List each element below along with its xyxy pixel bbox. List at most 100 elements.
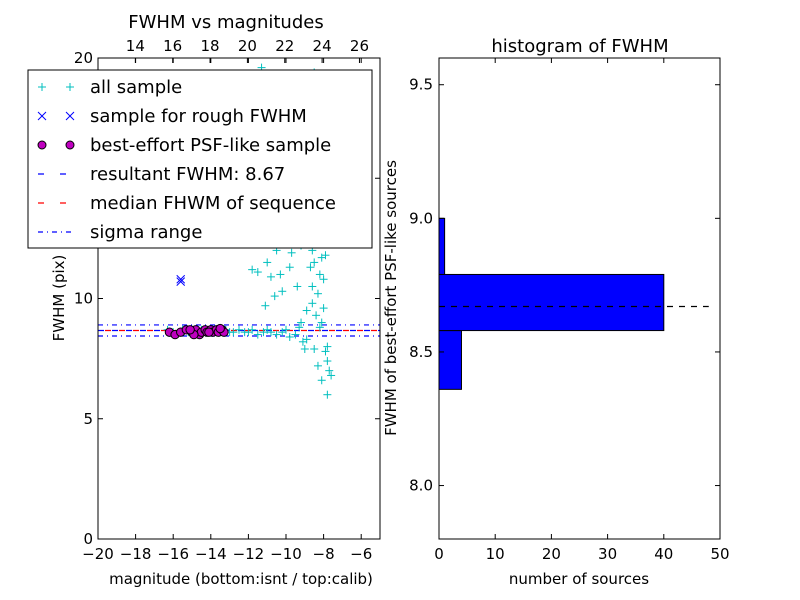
top-x-tick-label: 26 bbox=[350, 37, 369, 55]
legend-label: resultant FWHM: 8.67 bbox=[90, 164, 285, 185]
histogram-bar bbox=[438, 217, 446, 275]
x-tick-label: 10 bbox=[486, 545, 505, 563]
plus-point bbox=[248, 325, 257, 334]
legend-label: sample for rough FWHM bbox=[90, 106, 307, 127]
plus-point bbox=[310, 258, 319, 267]
x-tick-label: −6 bbox=[350, 545, 372, 563]
x-tick-label: −12 bbox=[233, 545, 265, 563]
y-tick-label: 9.5 bbox=[409, 76, 433, 94]
top-x-tick-label: 14 bbox=[126, 37, 145, 55]
plus-point bbox=[317, 376, 326, 385]
x-tick-label: −20 bbox=[82, 545, 114, 563]
x-tick-label: 30 bbox=[598, 545, 617, 563]
y-tick-label: 0 bbox=[83, 530, 93, 548]
circle-point bbox=[204, 327, 214, 337]
left-chart-title: FWHM vs magnitudes bbox=[128, 12, 323, 33]
y-tick-label: 20 bbox=[74, 49, 93, 67]
left-legend: all sample sample for rough FWHM best-ef… bbox=[27, 69, 373, 249]
plus-point bbox=[270, 292, 279, 301]
plus-point bbox=[295, 323, 304, 332]
legend-entry-resultant-fwhm: resultant FWHM: 8.67 bbox=[38, 164, 285, 185]
x-tick-label: −18 bbox=[120, 545, 152, 563]
top-x-tick-label: 18 bbox=[201, 37, 220, 55]
y-tick-label: 10 bbox=[74, 290, 93, 308]
x-point bbox=[176, 274, 186, 284]
plus-point bbox=[312, 311, 321, 320]
x-tick-label: −8 bbox=[313, 545, 335, 563]
plus-point bbox=[308, 282, 317, 291]
plus-point bbox=[302, 306, 311, 315]
left-ylabel: FWHM (pix) bbox=[50, 255, 68, 342]
legend-entry-best-effort: best-effort PSF-like sample bbox=[37, 135, 331, 156]
plus-point bbox=[261, 301, 270, 310]
plus-point bbox=[253, 330, 262, 339]
plus-point bbox=[266, 328, 275, 337]
plus-point bbox=[315, 323, 324, 332]
plus-point bbox=[276, 270, 285, 279]
plus-point bbox=[248, 265, 257, 274]
plus-point bbox=[297, 318, 306, 327]
left-chart: FWHM vs magnitudes −20 −18 −16 −14 −12 −10 −8−… bbox=[27, 12, 381, 588]
right-plot-area bbox=[438, 217, 709, 390]
plus-point bbox=[287, 248, 296, 257]
legend-label: best-effort PSF-like sample bbox=[90, 135, 331, 156]
plus-point bbox=[313, 361, 322, 370]
plus-point bbox=[285, 263, 294, 272]
x-point bbox=[176, 277, 186, 287]
x-tick-label: 50 bbox=[710, 545, 729, 563]
legend-entry-all-sample: all sample bbox=[38, 77, 182, 98]
top-x-tick-label: 22 bbox=[275, 37, 294, 55]
plus-point bbox=[291, 330, 300, 339]
right-ylabel: FWHM of best-effort PSF-like sources bbox=[382, 160, 400, 436]
plus-point bbox=[235, 325, 243, 334]
plus-point bbox=[285, 332, 294, 341]
left-xlabel: magnitude (bottom:isnt / top:calib) bbox=[109, 570, 373, 588]
plus-point bbox=[323, 342, 332, 351]
plus-point bbox=[323, 390, 332, 399]
plus-point bbox=[323, 357, 332, 366]
right-axis-ticks: 0 10 20 30 40 50 8.0 8.5 9.0 9.5 bbox=[409, 58, 730, 563]
x-tick-label: 0 bbox=[434, 545, 444, 563]
plus-point bbox=[302, 335, 311, 344]
plus-point bbox=[278, 287, 287, 296]
x-tick-label: −10 bbox=[270, 545, 302, 563]
circle-point bbox=[185, 325, 195, 335]
plus-point bbox=[310, 345, 319, 354]
top-x-tick-label: 20 bbox=[238, 37, 257, 55]
y-tick-label: 5 bbox=[83, 410, 93, 428]
right-xlabel: number of sources bbox=[509, 570, 649, 588]
legend-label: sigma range bbox=[90, 222, 202, 243]
plus-point bbox=[272, 330, 281, 339]
plus-point bbox=[317, 253, 326, 262]
x-tick-label: 20 bbox=[542, 545, 561, 563]
plus-point bbox=[308, 299, 317, 308]
legend-entry-sample-for-rough-fwhm: sample for rough FWHM bbox=[37, 106, 307, 127]
x-tick-label: −14 bbox=[195, 545, 227, 563]
plus-point bbox=[293, 282, 302, 291]
plus-point bbox=[229, 328, 238, 337]
right-plot-frame bbox=[438, 57, 721, 540]
legend-frame bbox=[27, 69, 373, 249]
plus-point bbox=[319, 275, 328, 284]
legend-label: all sample bbox=[90, 77, 182, 98]
plus-point bbox=[253, 268, 262, 277]
plus-point bbox=[266, 272, 275, 281]
top-x-tick-label: 24 bbox=[313, 37, 332, 55]
legend-marker-x bbox=[37, 111, 75, 121]
top-x-tick-label: 16 bbox=[163, 37, 182, 55]
plus-point bbox=[315, 270, 324, 279]
legend-entry-median-fwhm: median FHWM of sequence bbox=[38, 193, 336, 214]
y-tick-label: 8.5 bbox=[409, 343, 433, 361]
x-tick-label: −16 bbox=[157, 545, 189, 563]
plus-point bbox=[300, 345, 309, 354]
y-tick-label: 9.0 bbox=[409, 209, 433, 227]
plus-point bbox=[325, 366, 334, 375]
legend-marker-plus bbox=[38, 83, 74, 91]
y-tick-label: 8.0 bbox=[409, 477, 433, 495]
plus-point bbox=[317, 318, 326, 327]
right-chart: histogram of FWHM 0 10 20 30 40 50 8.0 8.5 9.0 9.… bbox=[382, 36, 730, 588]
right-chart-title: histogram of FWHM bbox=[491, 36, 668, 57]
x-tick-label: 40 bbox=[654, 545, 673, 563]
circle-point bbox=[215, 323, 225, 334]
